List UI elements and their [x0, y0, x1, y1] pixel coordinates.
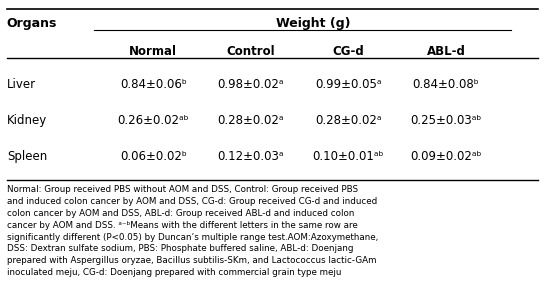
Text: 0.26±0.02ᵃᵇ: 0.26±0.02ᵃᵇ — [117, 114, 189, 127]
Text: 0.98±0.02ᵃ: 0.98±0.02ᵃ — [217, 78, 284, 91]
Text: 0.09±0.02ᵃᵇ: 0.09±0.02ᵃᵇ — [410, 150, 482, 163]
Text: CG-d: CG-d — [332, 45, 364, 58]
Text: 0.84±0.06ᵇ: 0.84±0.06ᵇ — [120, 78, 186, 91]
Text: Normal: Group received PBS without AOM and DSS, Control: Group received PBS
and : Normal: Group received PBS without AOM a… — [7, 185, 378, 277]
Text: 0.28±0.02ᵃ: 0.28±0.02ᵃ — [217, 114, 284, 127]
Text: Weight (g): Weight (g) — [276, 17, 350, 30]
Text: 0.84±0.08ᵇ: 0.84±0.08ᵇ — [413, 78, 480, 91]
Text: Liver: Liver — [7, 78, 36, 91]
Text: 0.25±0.03ᵃᵇ: 0.25±0.03ᵃᵇ — [410, 114, 482, 127]
Text: 0.10±0.01ᵃᵇ: 0.10±0.01ᵃᵇ — [313, 150, 384, 163]
Text: Spleen: Spleen — [7, 150, 47, 163]
Text: 0.28±0.02ᵃ: 0.28±0.02ᵃ — [315, 114, 382, 127]
Text: 0.99±0.05ᵃ: 0.99±0.05ᵃ — [315, 78, 382, 91]
Text: Normal: Normal — [129, 45, 177, 58]
Text: 0.06±0.02ᵇ: 0.06±0.02ᵇ — [120, 150, 186, 163]
Text: ABL-d: ABL-d — [427, 45, 465, 58]
Text: 0.12±0.03ᵃ: 0.12±0.03ᵃ — [217, 150, 284, 163]
Text: Organs: Organs — [7, 17, 57, 30]
Text: Control: Control — [227, 45, 275, 58]
Text: Kidney: Kidney — [7, 114, 47, 127]
